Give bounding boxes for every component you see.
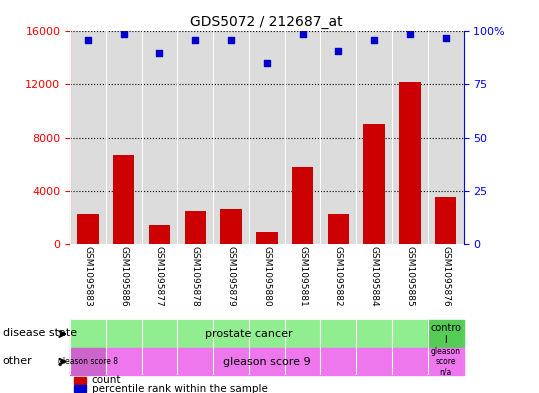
Text: GSM1095882: GSM1095882 bbox=[334, 246, 343, 307]
Text: GSM1095880: GSM1095880 bbox=[262, 246, 271, 307]
Bar bbox=[74, 386, 86, 392]
Point bbox=[191, 37, 199, 43]
Point bbox=[120, 30, 128, 37]
Bar bbox=[113, 155, 134, 244]
Text: gleason score 8: gleason score 8 bbox=[58, 357, 118, 366]
Point bbox=[262, 60, 271, 66]
Text: GSM1095886: GSM1095886 bbox=[119, 246, 128, 307]
Text: disease state: disease state bbox=[3, 328, 77, 338]
Bar bbox=[184, 211, 206, 244]
Text: GSM1095883: GSM1095883 bbox=[84, 246, 93, 307]
Point bbox=[334, 48, 343, 54]
Bar bbox=[328, 215, 349, 244]
Bar bbox=[435, 197, 457, 244]
Text: GSM1095877: GSM1095877 bbox=[155, 246, 164, 307]
Bar bbox=[399, 82, 420, 244]
Bar bbox=[149, 225, 170, 244]
Text: prostate cancer: prostate cancer bbox=[205, 329, 293, 339]
Text: gleason
score
n/a: gleason score n/a bbox=[431, 347, 461, 376]
Point bbox=[227, 37, 236, 43]
Text: GSM1095876: GSM1095876 bbox=[441, 246, 450, 307]
Text: count: count bbox=[92, 375, 121, 386]
Text: contro
l: contro l bbox=[430, 323, 461, 345]
Bar bbox=[70, 348, 106, 375]
Title: GDS5072 / 212687_at: GDS5072 / 212687_at bbox=[190, 15, 343, 29]
Text: GSM1095885: GSM1095885 bbox=[405, 246, 414, 307]
Point bbox=[441, 35, 450, 41]
Text: GSM1095881: GSM1095881 bbox=[298, 246, 307, 307]
Bar bbox=[428, 348, 464, 375]
Text: gleason score 9: gleason score 9 bbox=[223, 356, 310, 367]
Bar bbox=[106, 348, 428, 375]
Text: GSM1095878: GSM1095878 bbox=[191, 246, 200, 307]
Text: percentile rank within the sample: percentile rank within the sample bbox=[92, 384, 267, 393]
Text: GSM1095884: GSM1095884 bbox=[370, 246, 378, 307]
Bar bbox=[256, 232, 278, 244]
Point bbox=[298, 30, 307, 37]
Bar bbox=[428, 320, 464, 348]
Bar bbox=[74, 377, 86, 384]
Bar bbox=[292, 167, 313, 244]
Bar bbox=[363, 124, 385, 244]
Text: other: other bbox=[3, 356, 32, 366]
Point bbox=[405, 30, 414, 37]
Bar bbox=[220, 209, 242, 244]
Point bbox=[84, 37, 92, 43]
Point bbox=[370, 37, 378, 43]
Bar bbox=[77, 215, 99, 244]
Point bbox=[155, 50, 164, 56]
Text: GSM1095879: GSM1095879 bbox=[226, 246, 236, 307]
